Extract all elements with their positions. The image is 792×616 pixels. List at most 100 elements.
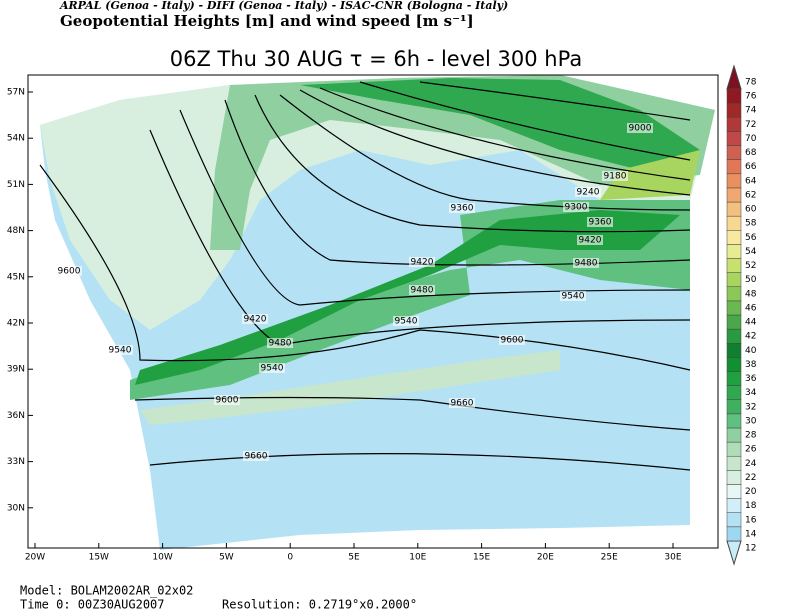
- colorbar-box: [726, 342, 742, 358]
- colorbar-box: [726, 385, 742, 400]
- colorbar-box: [726, 173, 742, 189]
- map-field: [40, 75, 715, 550]
- contour-label-bg: [56, 266, 82, 276]
- lat-label: 36N: [7, 411, 25, 421]
- contour-label-bg: [107, 345, 133, 355]
- map-frame: [27, 74, 719, 549]
- colorbar-label: 50: [745, 275, 757, 285]
- colorbar-label: 28: [745, 431, 757, 441]
- lat-label: 39N: [7, 365, 25, 375]
- colorbar-label: 78: [745, 78, 757, 88]
- colorbar-box: [726, 300, 742, 316]
- colorbar-label: 30: [745, 416, 757, 426]
- colorbar-label: 42: [745, 332, 756, 342]
- lon-label: 20W: [25, 553, 45, 563]
- lat-label: 42N: [7, 319, 25, 329]
- colorbar-label: 34: [745, 388, 757, 398]
- colorbar: 12 14 16 18 20 22 24 26 28 30 32 34 36 38 40 42 44 46 48 50…: [726, 64, 757, 566]
- contour-label-bg: [587, 217, 613, 227]
- lat-label: 57N: [7, 88, 25, 98]
- colorbar-label: 68: [745, 148, 757, 158]
- model: Model: BOLAM2002AR_02x02: [20, 584, 193, 598]
- lat-label: 45N: [7, 272, 25, 282]
- contour-label-bg: [259, 363, 285, 373]
- contour-label-bg: [577, 235, 603, 245]
- contour-label: 9420: [411, 258, 434, 268]
- colorbar-label: 46: [745, 303, 757, 313]
- lat-label: 54N: [7, 134, 25, 144]
- lon-label: 15W: [89, 553, 109, 563]
- colorbar-label: 74: [745, 106, 757, 116]
- contour-label: 9480: [411, 286, 434, 296]
- colorbar-label: 54: [745, 247, 757, 257]
- colorbar-box: [726, 102, 742, 118]
- colorbar-box: [726, 215, 742, 231]
- colorbar-label: 26: [745, 445, 757, 455]
- contour-label-bg: [573, 258, 599, 268]
- colorbar-box: [726, 286, 742, 302]
- colorbar-box: [726, 187, 742, 203]
- time: Time 0: 00Z30AUG2007: [20, 598, 165, 612]
- contour-label-bg: [243, 451, 269, 461]
- colorbar-box: [726, 88, 742, 104]
- contour-label: 9480: [269, 339, 292, 349]
- colorbar-box: [726, 131, 742, 146]
- colorbar-box: [726, 512, 742, 528]
- contour-label: 9300: [565, 203, 588, 213]
- colorbar-label: 38: [745, 360, 757, 370]
- lon-label: 15E: [473, 553, 490, 563]
- contour-label-bg: [627, 123, 653, 133]
- map-title: 06Z Thu 30 AUG τ = 6h - level 300 hPa: [170, 47, 582, 71]
- colorbar-box: [726, 357, 742, 372]
- contour-label: 9000: [629, 124, 652, 134]
- contour-label: 9660: [245, 452, 268, 462]
- contour-label: 9180: [604, 172, 627, 182]
- contour-label: 9540: [261, 364, 284, 374]
- contour-label: 9660: [451, 399, 474, 409]
- contour-label-bg: [409, 257, 435, 267]
- colorbar-label: 66: [745, 162, 757, 172]
- contour-label-bg: [242, 314, 268, 324]
- contour-label-bg: [499, 335, 525, 345]
- lon-label: 5W: [219, 553, 234, 563]
- contour-label: 9540: [562, 292, 585, 302]
- colorbar-label: 12: [745, 544, 756, 554]
- contour-label-bg: [214, 395, 240, 405]
- colorbar-label: 32: [745, 402, 756, 412]
- colorbar-box: [726, 441, 742, 457]
- colorbar-label: 36: [745, 374, 757, 384]
- colorbar-label: 18: [745, 501, 757, 511]
- colorbar-box: [726, 117, 742, 132]
- colorbar-label: 64: [745, 176, 757, 186]
- colorbar-label: 60: [745, 205, 757, 215]
- lon-label: 10E: [409, 553, 426, 563]
- colorbar-box: [726, 498, 742, 513]
- contour-label: 9240: [577, 188, 600, 198]
- colorbar-box: [726, 145, 742, 160]
- colorbar-box: [726, 328, 742, 344]
- colorbar-label: 16: [745, 515, 757, 525]
- colorbar-label: 44: [745, 318, 757, 328]
- colorbar-box: [726, 526, 742, 542]
- colorbar-box: [726, 314, 742, 330]
- colorbar-end: [726, 64, 742, 90]
- resolution: Resolution: 0.2719°x0.2000°: [222, 598, 417, 612]
- lon-label: 0: [287, 553, 293, 563]
- colorbar-box: [726, 258, 742, 273]
- lon-label: 5E: [348, 553, 360, 563]
- colorbar-box: [726, 244, 742, 259]
- colorbar-label: 76: [745, 92, 757, 102]
- header-title: Geopotential Heights [m] and wind speed …: [60, 12, 474, 30]
- contour-label: 9540: [395, 317, 418, 327]
- contour-label: 9540: [109, 346, 132, 356]
- colorbar-box: [726, 470, 742, 485]
- lat-label: 51N: [7, 180, 25, 190]
- colorbar-box: [726, 159, 742, 175]
- lon-label: 10W: [152, 553, 172, 563]
- contour-label-bg: [409, 285, 435, 295]
- colorbar-box: [726, 371, 742, 386]
- contour-label-bg: [267, 338, 293, 348]
- contour-label-bg: [602, 171, 628, 181]
- colorbar-label: 22: [745, 473, 756, 483]
- colorbar-label: 52: [745, 261, 756, 271]
